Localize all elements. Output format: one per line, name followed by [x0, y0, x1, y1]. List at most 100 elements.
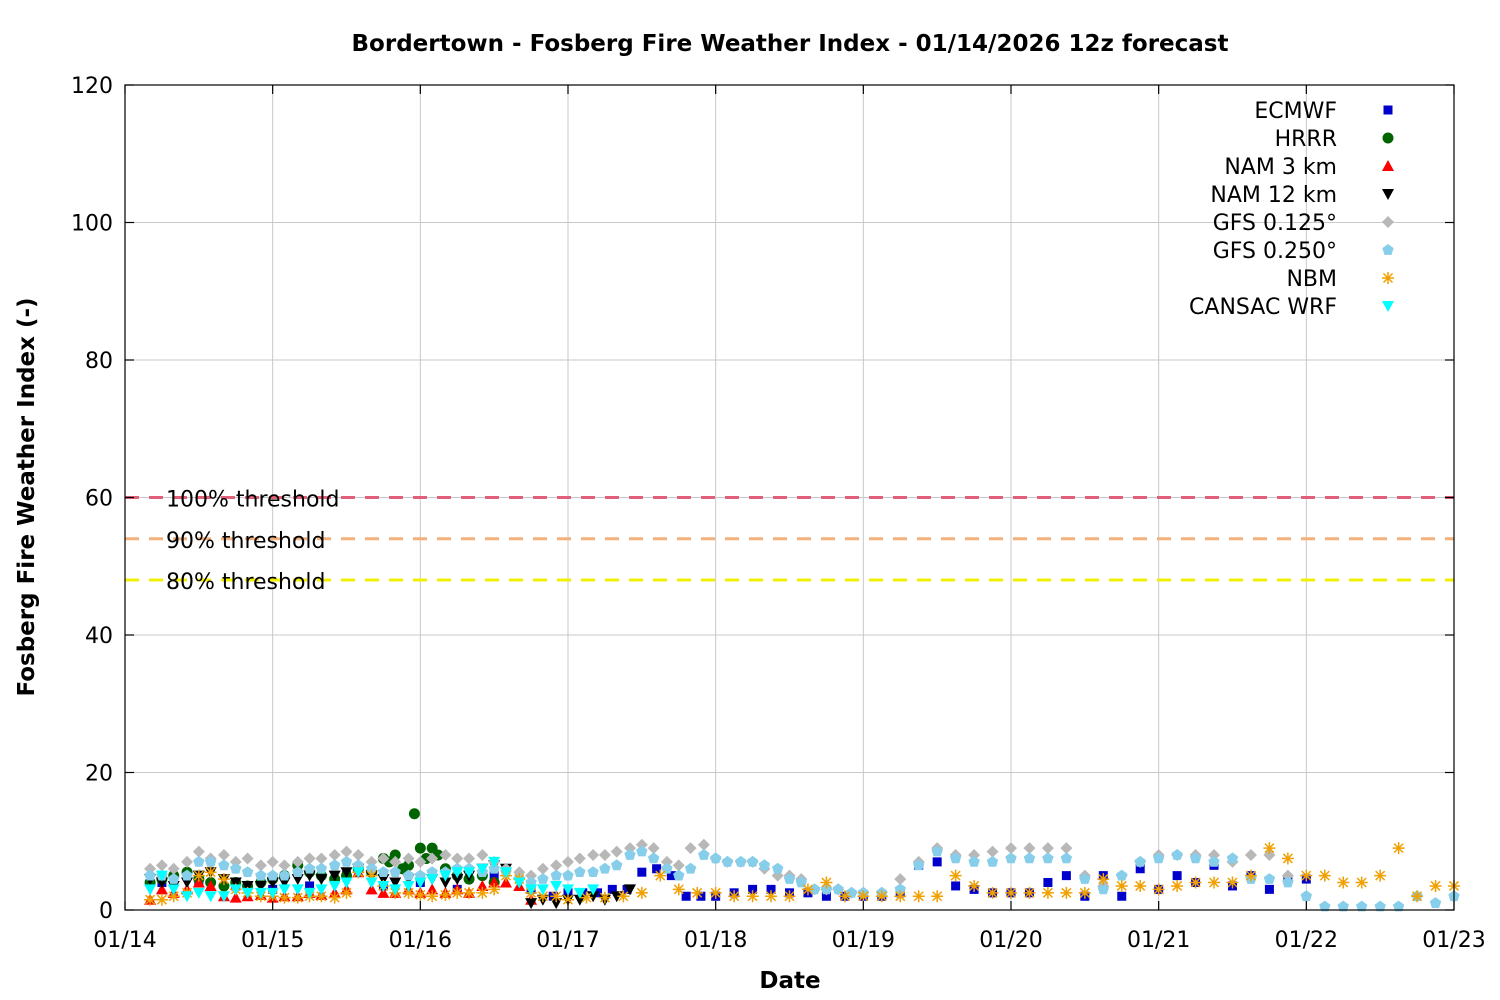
data-point: [654, 869, 667, 882]
legend-marker: [1382, 132, 1394, 144]
data-point: [845, 886, 858, 898]
y-tick-label: 100: [71, 212, 113, 237]
data-point: [684, 842, 697, 855]
data-point: [229, 877, 242, 889]
data-point: [536, 884, 549, 896]
data-point: [439, 888, 452, 901]
data-point: [340, 867, 353, 879]
data-point: [414, 888, 427, 901]
data-point: [292, 866, 304, 877]
data-point: [254, 887, 267, 899]
data-point: [1337, 900, 1349, 912]
data-point: [1356, 900, 1368, 912]
data-point: [951, 881, 961, 891]
data-point: [328, 849, 341, 861]
threshold-label: 100% threshold: [166, 488, 340, 513]
data-point: [599, 862, 611, 874]
data-point: [1117, 891, 1127, 901]
data-point: [499, 867, 512, 879]
series-group: [144, 856, 600, 903]
data-point: [414, 842, 426, 854]
data-point: [536, 890, 549, 903]
series-group: [144, 842, 1460, 906]
data-point: [278, 891, 291, 904]
data-point: [489, 871, 499, 881]
data-point: [821, 891, 831, 901]
x-tick-label: 01/18: [684, 928, 747, 953]
data-point: [635, 838, 648, 851]
data-point: [204, 891, 217, 903]
data-point: [647, 852, 660, 864]
data-point: [598, 891, 611, 904]
data-point: [439, 870, 452, 882]
data-point: [181, 891, 194, 903]
data-point: [303, 852, 316, 865]
data-point: [192, 876, 205, 888]
data-point: [1319, 900, 1331, 912]
data-point: [229, 884, 242, 896]
data-point: [1411, 890, 1424, 903]
y-tick-label: 20: [85, 762, 113, 787]
data-point: [1116, 869, 1128, 881]
y-tick-label: 40: [85, 624, 113, 649]
data-point: [488, 876, 501, 888]
data-point: [241, 880, 254, 892]
data-point: [1244, 849, 1257, 861]
data-point: [562, 884, 574, 896]
data-point: [1300, 869, 1313, 882]
legend-marker: [1382, 244, 1394, 255]
series-group: [144, 845, 1460, 912]
data-point: [1079, 873, 1091, 884]
data-point: [204, 866, 217, 879]
y-tick-label: 60: [85, 487, 113, 512]
data-point: [1374, 900, 1386, 912]
data-point: [488, 883, 501, 896]
data-point: [291, 855, 304, 868]
x-tick-label: 01/14: [93, 928, 156, 953]
threshold-label: 80% threshold: [166, 570, 326, 595]
data-point: [230, 862, 242, 874]
data-point: [144, 884, 157, 896]
data-point: [573, 887, 586, 899]
data-point: [932, 857, 942, 867]
data-point: [913, 859, 925, 871]
data-point: [783, 873, 796, 884]
data-point: [217, 891, 230, 903]
data-point: [894, 873, 907, 886]
data-point: [377, 866, 390, 877]
data-point: [144, 893, 157, 906]
data-point: [278, 884, 291, 896]
data-point: [389, 866, 401, 877]
data-point: [1171, 879, 1184, 892]
data-point: [1135, 864, 1145, 874]
data-point: [168, 873, 180, 884]
threshold-lines: 100% threshold 90% threshold 80% threshold: [125, 488, 1454, 595]
data-point: [340, 855, 353, 867]
data-point: [1189, 876, 1202, 889]
data-point: [451, 867, 464, 879]
data-point: [241, 887, 254, 899]
data-point: [192, 887, 205, 899]
data-point: [451, 852, 464, 865]
data-point: [1263, 873, 1276, 884]
data-point: [408, 808, 420, 820]
data-point: [875, 890, 888, 903]
data-point: [267, 869, 279, 881]
data-point: [167, 862, 180, 875]
data-point: [513, 877, 526, 889]
data-point: [1282, 876, 1294, 888]
data-point: [488, 862, 500, 874]
data-point: [587, 884, 600, 896]
data-point: [746, 890, 759, 903]
legend-marker: [1382, 189, 1394, 200]
data-point: [377, 880, 390, 892]
data-point: [986, 845, 999, 858]
data-point: [1392, 842, 1405, 855]
x-axis-label: Date: [759, 968, 820, 994]
data-point: [525, 884, 538, 896]
data-point: [537, 873, 549, 884]
data-point: [624, 842, 637, 855]
data-point: [573, 852, 586, 865]
x-tick-label: 01/20: [979, 928, 1042, 953]
